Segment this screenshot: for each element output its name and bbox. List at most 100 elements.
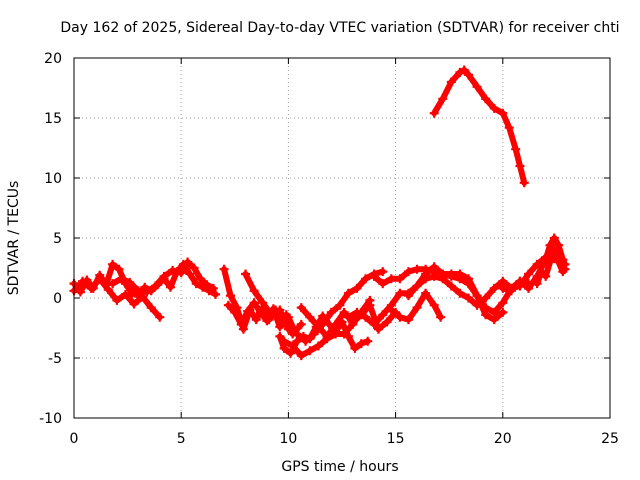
data-point [515,161,525,171]
y-tick-label: 5 [53,231,62,247]
data-point [108,279,118,289]
data-point [421,274,431,284]
x-tick-label: 0 [70,431,79,447]
data-point [159,271,169,281]
data-point [155,312,165,322]
data-point [275,305,285,315]
data-point [395,312,405,322]
data-point [395,274,405,284]
data-point [429,300,439,310]
data-point [249,298,259,308]
data-point [283,324,293,334]
data-point [489,283,499,293]
data-point [489,103,499,113]
x-axis-label: GPS time / hours [281,459,398,475]
data-point [165,282,175,292]
data-point [296,351,306,361]
data-point [168,265,178,275]
data-point [365,300,375,310]
data-point [78,276,88,286]
data-point [296,319,306,329]
data-point [339,307,349,317]
data-point [481,310,491,320]
data-point [322,331,332,341]
data-point [549,233,559,243]
data-point [262,316,272,326]
data-point [382,317,392,327]
data-point [378,279,388,289]
y-tick-label: 10 [44,171,62,187]
data-point [150,281,160,291]
data-point [185,269,195,279]
y-tick-label: 0 [53,291,62,307]
data-point [202,280,212,290]
data-point [256,307,266,317]
data-point [176,268,186,278]
data-point [386,305,396,315]
data-point [251,315,261,325]
data-point [249,286,259,296]
data-point [459,65,469,75]
x-tick-label: 10 [279,431,297,447]
y-axis-label: SDTVAR / TECUs [6,181,22,296]
x-tick-label: 15 [387,431,405,447]
data-point [195,274,205,284]
data-point [350,343,360,353]
data-point [481,94,491,104]
data-point [219,264,229,274]
data-point [331,319,341,329]
series-group [69,65,570,361]
data-point [541,271,551,281]
data-point [183,257,193,267]
data-point [133,286,143,296]
data-point [446,281,456,291]
data-point [421,288,431,298]
data-point [524,269,534,279]
data-point [515,276,525,286]
data-point [339,329,349,339]
data-point [305,312,315,322]
data-point [558,267,568,277]
data-point [504,123,514,133]
data-point [511,144,521,154]
data-point [369,271,379,281]
data-point [369,319,379,329]
data-point [305,346,315,356]
grid-lines [74,58,610,418]
data-point [275,322,285,332]
data-point [436,312,446,322]
data-point [116,274,126,284]
data-point [498,298,508,308]
x-tick-label: 25 [601,431,619,447]
data-point [472,82,482,92]
data-point [421,264,431,274]
data-point [112,295,122,305]
x-tick-label: 5 [177,431,186,447]
data-point [403,267,413,277]
data-series-track-16 [429,65,529,188]
data-point [446,77,456,87]
data-point [549,250,559,260]
data-point [114,264,124,274]
data-point [363,336,373,346]
data-series-track-2 [69,274,165,322]
data-point [361,274,371,284]
data-point [223,300,233,310]
data-point [472,291,482,301]
data-point [335,300,345,310]
data-point [429,108,439,118]
data-point [296,303,306,313]
data-point [545,240,555,250]
data-point [498,108,508,118]
data-point [318,311,328,321]
data-point [536,267,546,277]
x-tick-label: 20 [494,431,512,447]
y-tick-label: -10 [39,411,62,427]
data-point [438,94,448,104]
data-point [288,341,298,351]
data-point [343,312,353,322]
data-point [429,271,439,281]
data-point [298,331,308,341]
data-point [554,257,564,267]
data-point [236,319,246,329]
